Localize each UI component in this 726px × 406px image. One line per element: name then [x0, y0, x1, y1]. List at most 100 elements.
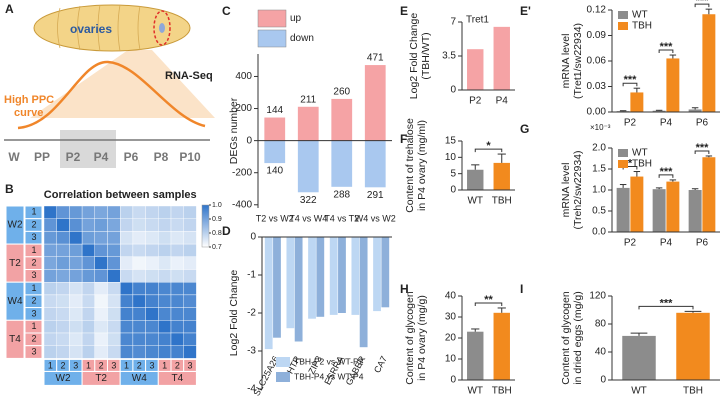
bar — [297, 106, 319, 141]
heatmap-cell — [69, 345, 83, 359]
heatmap-cell — [107, 218, 121, 232]
heatmap-cell — [132, 282, 146, 296]
legend-label: down — [290, 33, 314, 44]
significance-label: *** — [660, 166, 674, 178]
y-tick-label: 0 — [600, 375, 606, 386]
replicate-label: 3 — [149, 360, 154, 370]
bar — [331, 140, 353, 187]
heatmap-cell — [94, 307, 108, 321]
heatmap-cell — [145, 218, 159, 232]
panel-label: E' — [520, 4, 531, 18]
y-tick-label: 7 — [450, 17, 456, 28]
heatmap-cell — [81, 307, 95, 321]
bar — [652, 189, 666, 232]
group-label: W2 — [56, 373, 71, 384]
heatmap-cell — [170, 320, 184, 334]
heatmap-cell — [119, 282, 134, 296]
x-tick-label: P6 — [696, 118, 709, 129]
replicate-label: 3 — [188, 360, 193, 370]
y-tick-label: 0.03 — [587, 81, 607, 92]
bar — [351, 237, 360, 315]
bar — [264, 140, 286, 164]
y-axis-label: Log2 Fold Change — [408, 13, 420, 100]
heatmap-cell — [158, 332, 172, 346]
heatmap-cell — [119, 332, 134, 346]
replicate-label: 3 — [31, 270, 36, 280]
bar — [688, 109, 702, 112]
heatmap-cell — [158, 205, 172, 219]
y-tick-label: 30 — [445, 312, 457, 323]
x-tick-label: WT — [631, 386, 647, 397]
bar — [702, 14, 716, 112]
stage-label: PP — [34, 150, 50, 164]
heatmap-cell — [81, 243, 95, 258]
stage-label: P4 — [94, 150, 109, 164]
bar — [467, 331, 484, 380]
y-tick-label: -4 — [247, 384, 256, 395]
heatmap-cell — [107, 205, 121, 219]
replicate-label: 2 — [31, 334, 36, 344]
heatmap-cell — [81, 282, 95, 296]
y-tick-label: 10 — [445, 152, 457, 163]
bar — [364, 140, 386, 188]
x-tick-label: W4 vs W2 — [355, 213, 396, 223]
ovary — [159, 23, 165, 33]
colorbar-label: 0.8 — [212, 230, 222, 237]
heatmap-cell — [43, 294, 57, 308]
bar — [286, 237, 295, 329]
bar — [359, 237, 368, 348]
curve-label: High PPC — [4, 94, 54, 106]
x-tick-label: P4 — [660, 238, 673, 249]
bar — [329, 237, 338, 315]
heatmap-cell — [145, 345, 159, 359]
heatmap-cell — [132, 320, 146, 334]
heatmap-cell — [69, 269, 83, 283]
heatmap-cell — [56, 256, 70, 270]
legend-label: WT — [632, 148, 648, 159]
heatmap-cell — [132, 205, 146, 219]
legend-label: TBH-P4 vs WT-P4 — [294, 371, 364, 381]
significance-label: ** — [484, 294, 493, 306]
bar — [294, 237, 303, 342]
heatmap-cell — [107, 307, 121, 321]
panel-label: C — [222, 4, 231, 18]
heatmap-cell — [132, 307, 146, 321]
legend-swatch — [618, 22, 628, 30]
significance-bracket — [622, 166, 638, 170]
bar — [702, 157, 716, 232]
significance-label: *** — [696, 142, 710, 154]
heatmap-cell — [94, 205, 108, 219]
heatmap-cell — [119, 231, 134, 245]
heatmap-cell — [158, 282, 172, 296]
heatmap-cell — [107, 243, 121, 258]
y-tick-label: -1 — [247, 270, 256, 281]
heatmap-cell — [145, 231, 159, 245]
group-label: T4 — [172, 373, 184, 384]
significance-bracket — [694, 3, 710, 8]
heatmap-cell — [43, 218, 57, 232]
heatmap-cell — [145, 332, 159, 346]
heatmap-cell — [56, 320, 70, 334]
y-tick-label: 0 — [450, 85, 456, 96]
heatmap-cell — [81, 320, 95, 334]
heatmap-cell — [170, 218, 184, 232]
y-axis-label: mRNA level — [560, 163, 572, 218]
legend-label: up — [290, 13, 302, 24]
annotation: Tret1 — [466, 15, 489, 26]
heatmap-cell — [56, 269, 70, 283]
stage-label: P2 — [66, 150, 81, 164]
colorbar-label: 0.7 — [212, 244, 222, 251]
heatmap-cell — [43, 269, 57, 283]
replicate-label: 3 — [31, 232, 36, 242]
y-tick-label: -3 — [247, 346, 256, 357]
legend-swatch — [257, 29, 287, 48]
heatmap-cell — [183, 218, 197, 232]
heatmap-cell — [43, 332, 57, 346]
x-tick-label: P2 — [469, 96, 482, 107]
legend-swatch — [276, 357, 290, 367]
heatmap-cell — [132, 243, 146, 258]
heatmap-cell — [132, 256, 146, 270]
y-tick-label: 0.09 — [587, 30, 607, 41]
y-tick-label: -200 — [232, 167, 252, 178]
group-label: W4 — [8, 296, 23, 307]
